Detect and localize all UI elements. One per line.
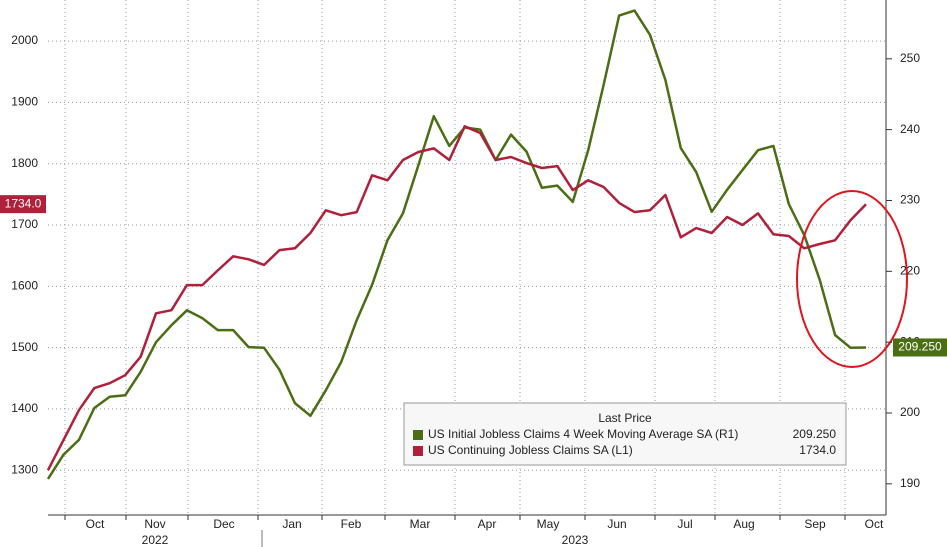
y2-tick-label: 200 — [900, 405, 920, 419]
y-tick-label: 1500 — [11, 340, 38, 354]
x-tick-label: Mar — [410, 517, 431, 531]
y-tick-label: 1300 — [11, 462, 38, 476]
y-tick-label: 1400 — [11, 401, 38, 415]
y2-tick-label: 230 — [900, 193, 920, 207]
legend-value: 1734.0 — [799, 443, 836, 457]
x-tick-label: May — [537, 517, 560, 531]
last-value-tag — [0, 195, 46, 214]
x-tick-label: Feb — [341, 517, 362, 531]
y2-tick-label: 220 — [900, 263, 920, 277]
highlight-ellipse — [796, 190, 908, 368]
legend-swatch — [413, 446, 423, 456]
legend-label: US Continuing Jobless Claims SA (L1) — [428, 443, 633, 457]
y-tick-label: 1800 — [11, 156, 38, 170]
last-value-tag — [893, 338, 947, 357]
y2-tick-label: 190 — [900, 476, 920, 490]
legend-box — [403, 402, 847, 466]
y2-tick-label: 250 — [900, 51, 920, 65]
x-tick-label: Jun — [607, 517, 626, 531]
series-line — [46, 9, 867, 480]
x-tick-label: Nov — [144, 517, 165, 531]
x-tick-label: Jul — [677, 517, 692, 531]
series-line — [46, 125, 867, 471]
plot — [46, 9, 867, 480]
y-tick-label: 1600 — [11, 278, 38, 292]
y-tick-label: 2000 — [11, 33, 38, 47]
legend-title: Last Price — [598, 411, 652, 425]
y-tick-label: 1900 — [11, 95, 38, 109]
vertical-grid — [48, 0, 886, 520]
y-tick-label: 1700 — [11, 217, 38, 231]
last-value-tag-label: 209.250 — [898, 340, 942, 354]
x-tick-label: Oct — [86, 517, 105, 531]
year-label: 2023 — [562, 533, 589, 547]
x-tick-label: Aug — [733, 517, 754, 531]
x-tick-label: Apr — [478, 517, 497, 531]
legend-value: 209.250 — [793, 427, 837, 441]
legend-swatch — [413, 430, 423, 440]
last-value-tag-label: 1734.0 — [5, 196, 42, 210]
x-tick-label: Sep — [804, 517, 826, 531]
y2-tick-label: 240 — [900, 122, 920, 136]
legend-label: US Initial Jobless Claims 4 Week Moving … — [428, 427, 738, 441]
year-label: 2022 — [142, 533, 169, 547]
x-tick-label: Jan — [282, 517, 301, 531]
x-tick-label: Oct — [865, 517, 884, 531]
x-tick-label: Dec — [213, 517, 234, 531]
